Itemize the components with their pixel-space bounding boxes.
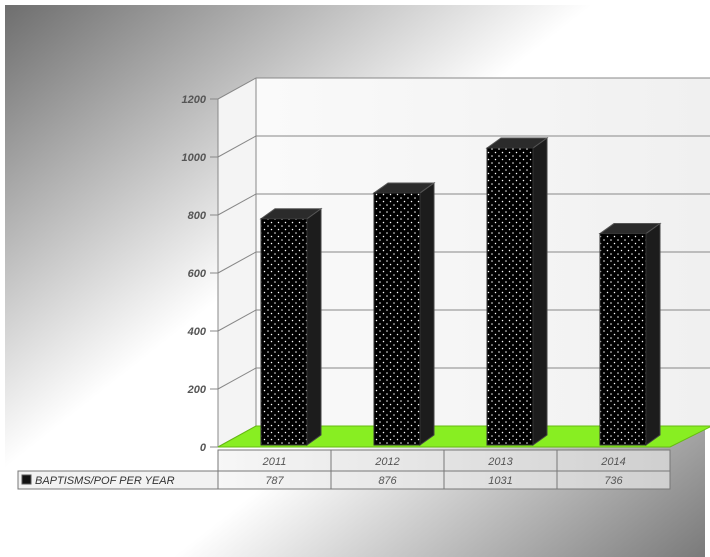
y-axis: 0 200 400 600 800 1000 1200 (182, 94, 207, 454)
data-table: 2011 2012 2013 2014 787 876 1031 736 BAPTISMS/PO… (17, 449, 671, 490)
bar (259, 207, 323, 446)
bar-front (486, 147, 534, 446)
bar-side (419, 181, 435, 446)
x-tick-label: 2011 (262, 456, 287, 468)
legend-swatch (21, 474, 32, 485)
bar-side (306, 207, 322, 446)
gridline-diagonal (217, 367, 257, 390)
floor (217, 425, 710, 448)
data-label: 1031 (488, 475, 512, 487)
x-tick-label: 2013 (487, 456, 513, 468)
bars (259, 137, 662, 446)
y-tick-label: 800 (188, 210, 207, 222)
chart-floor (217, 425, 710, 448)
gridline-diagonal (217, 309, 257, 332)
bar (485, 137, 549, 446)
gridline-diagonal (217, 251, 257, 274)
y-tick-label: 600 (188, 268, 207, 280)
y-tick-label: 0 (200, 442, 207, 454)
data-label: 787 (265, 475, 284, 487)
bar-front (599, 233, 647, 446)
data-label: 876 (378, 475, 397, 487)
y-tick-label: 400 (187, 326, 207, 338)
gridline-diagonal (217, 193, 257, 216)
y-tick-label: 1000 (182, 152, 207, 164)
y-tick-label: 200 (187, 384, 207, 396)
data-label: 736 (604, 475, 623, 487)
bar-side (532, 137, 548, 446)
bar-front (373, 192, 421, 446)
bar (598, 222, 662, 446)
bar-side (645, 222, 661, 446)
bar (372, 181, 436, 446)
x-tick-label: 2012 (374, 456, 399, 468)
y-tick-label: 1200 (182, 94, 207, 106)
legend-label: BAPTISMS/POF PER YEAR (35, 475, 175, 487)
gridline-diagonal (217, 77, 257, 100)
x-tick-label: 2014 (600, 456, 625, 468)
bar-front (260, 218, 308, 446)
gridline-diagonal (217, 135, 257, 158)
